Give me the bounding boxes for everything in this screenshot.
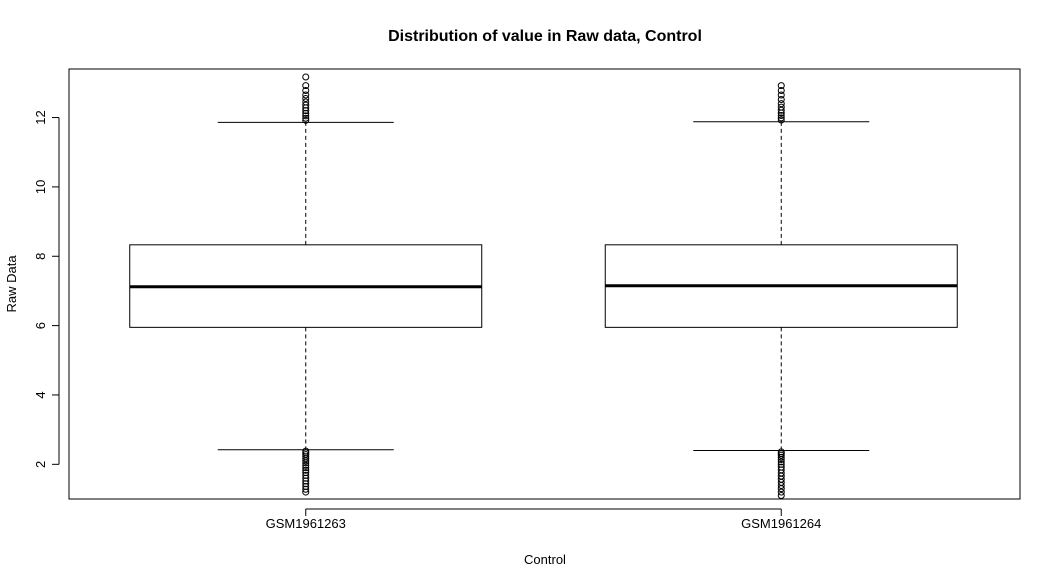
y-axis: 2 4 6 8 10 12 [33,110,60,468]
y-tick-label: 8 [33,253,48,260]
outlier-point [777,103,785,111]
box-series [129,73,958,500]
y-tick-label: 2 [33,461,48,468]
outlier-point [302,82,310,90]
outlier-point [302,91,310,99]
outlier-point [302,101,310,109]
outlier-point [777,91,785,99]
outlier-point [302,455,310,463]
outlier-point [302,114,310,122]
outlier-point [302,98,310,106]
outlier-point [777,453,785,461]
x-axis-label: Control [524,552,566,567]
outlier-point [302,87,310,94]
box-group [129,73,483,496]
outlier-point [302,488,310,496]
outlier-point [302,112,310,120]
chart-title: Distribution of value in Raw data, Contr… [388,28,702,45]
outlier-point [302,459,310,467]
outlier-point [302,94,310,102]
outlier-point [777,87,785,94]
outlier-point [777,488,785,496]
x-tick-label: GSM1961263 [266,516,346,531]
outlier-point [777,116,785,124]
box-group [604,82,958,500]
x-axis: GSM1961263 GSM1961264 [266,508,821,531]
outlier-point [777,100,785,108]
outlier-point [777,106,785,114]
outlier-point [302,485,310,493]
outlier-point [777,455,785,463]
y-axis-label: Raw Data [4,255,19,313]
y-tick-label: 10 [33,180,48,194]
outlier-point [777,82,785,90]
plot-frame [68,68,1021,500]
y-tick-label: 6 [33,322,48,329]
outlier-point [302,461,310,469]
outlier-point [777,458,785,466]
outlier-point [777,451,785,459]
outlier-point [777,481,785,489]
outlier-point [777,96,785,104]
y-tick-label: 12 [33,110,48,124]
outlier-point [777,111,785,119]
outlier-point [777,485,785,493]
outlier-point [302,466,310,474]
outlier-point [302,73,310,81]
outlier-point [302,457,310,465]
x-tick-label: GSM1961264 [741,516,821,531]
outlier-point [302,464,310,472]
outlier-point [777,114,785,122]
outlier-point [777,492,785,500]
y-tick-label: 4 [33,391,48,398]
outlier-point [302,116,310,124]
